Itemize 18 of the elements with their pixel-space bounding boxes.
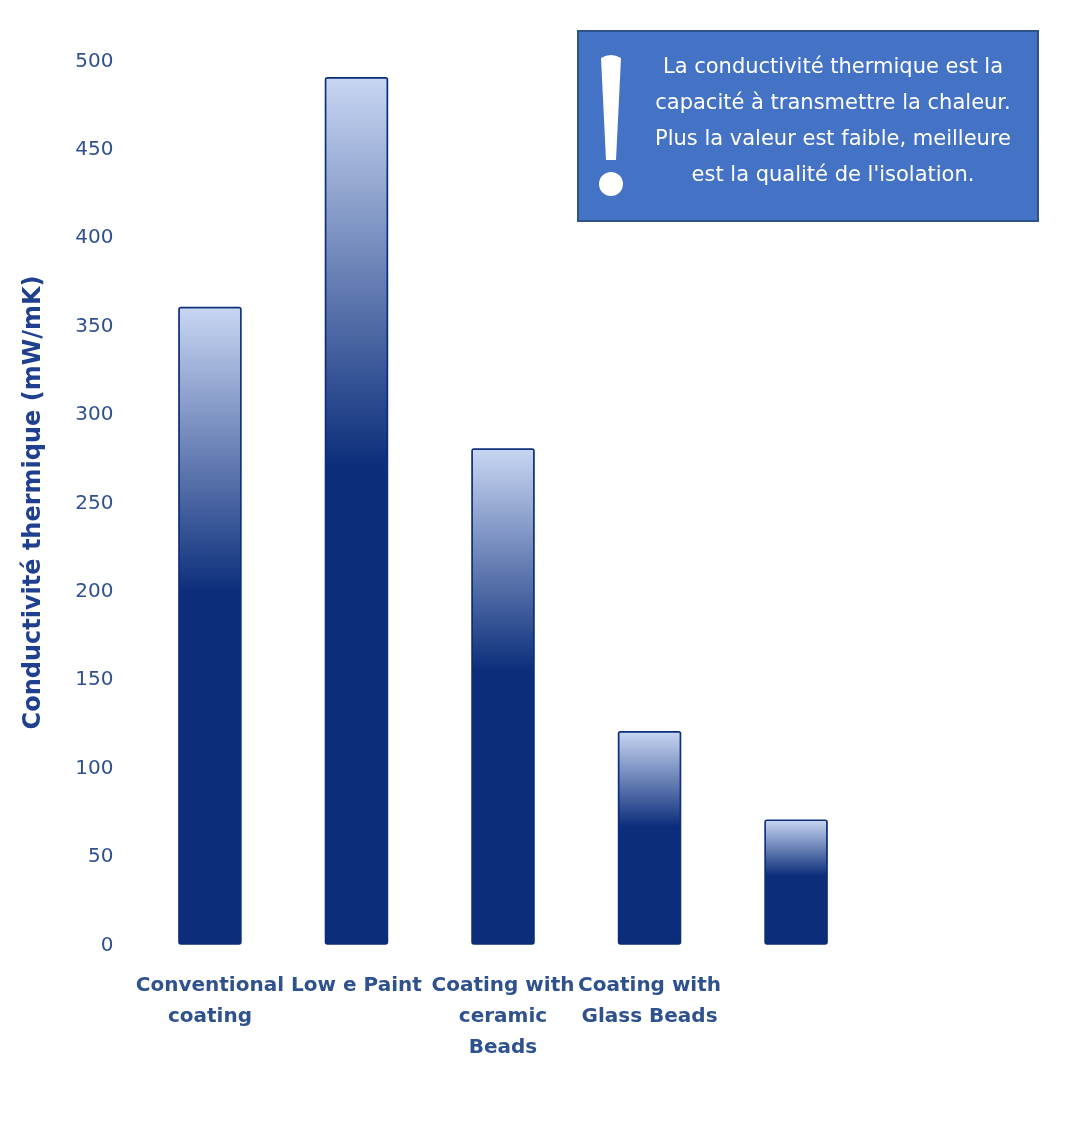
y-tick-label: 400 (75, 224, 114, 249)
y-tick-label: 250 (75, 489, 114, 514)
callout-panel: La conductivité thermique est la capacité à transmettre la chaleur. Plus la valeur est faible, meilleure est la qualité de l'isolation. (577, 30, 1039, 222)
y-tick-label: 200 (75, 577, 114, 602)
y-tick-label: 450 (75, 135, 114, 160)
x-tick-label: Conventional coating (135, 971, 285, 1027)
y-tick-label: 100 (75, 754, 114, 779)
x-tick-label: Low e Paint (291, 971, 423, 996)
x-tick-label: Coating with ceramic Beads (431, 971, 575, 1058)
y-tick-label: 350 (75, 312, 114, 337)
y-tick-label: 500 (75, 47, 114, 72)
y-tick-label: 0 (100, 931, 114, 956)
y-tick-label: 150 (75, 666, 114, 691)
annotation: La conductivité thermique est la capacité à transmettre la chaleur. Plus la valeur est faible, meilleure est la qualité de l'isolation. (655, 54, 1011, 186)
y-axis-title: Conductivité thermique (mW/mK) (18, 275, 47, 730)
y-tick-label: 300 (75, 401, 114, 426)
x-tick-label: Coating with Glass Beads (578, 971, 722, 1027)
y-tick-label: 50 (88, 843, 114, 868)
